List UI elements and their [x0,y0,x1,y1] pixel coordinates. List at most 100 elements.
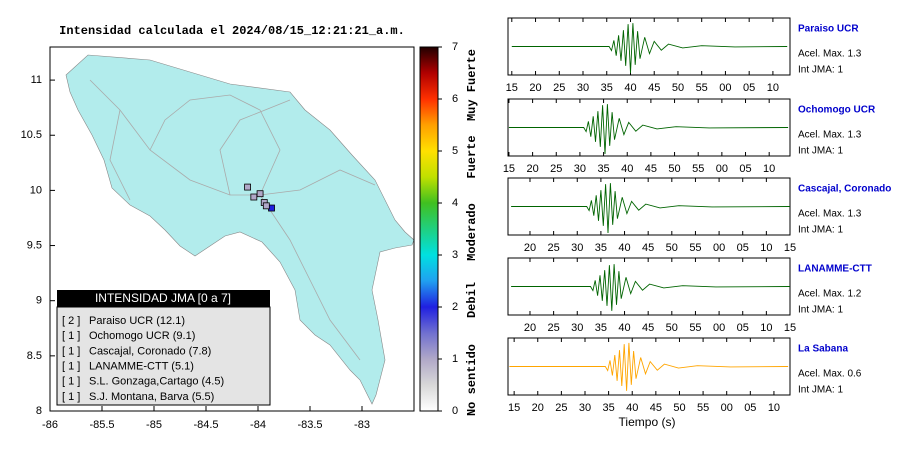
station-marker [250,193,258,201]
waveform-tick-label: 30 [571,322,583,334]
colorbar [419,46,439,412]
station-marker [256,190,264,198]
waveform-tick-label: 50 [673,402,685,414]
waveform-tick-label: 20 [529,82,541,94]
waveform-tick-label: 10 [760,242,772,254]
waveform-tick-label: 05 [744,402,756,414]
waveform-tick-label: 55 [689,242,701,254]
waveform-tick-label: 20 [524,242,536,254]
legend-intensity: [ 1 ] [62,361,80,373]
waveform-tick-label: 15 [508,402,520,414]
waveform-tick-label: 10 [763,163,775,175]
waveform-tick-label: 25 [547,322,559,334]
accel-max: Acel. Max. 0.6 [798,369,862,380]
station-name: Cascajal, Coronado [798,184,891,195]
x-tick-label: -85.5 [89,419,114,431]
accel-max: Acel. Max. 1.3 [798,130,862,141]
waveform-tick-label: 05 [743,82,755,94]
waveform-tick-label: 00 [721,402,733,414]
waveform-tick-label: 20 [532,402,544,414]
y-tick-label: 8.5 [27,350,42,362]
colorbar-tick-label: 4 [452,197,458,209]
legend-title-bar [57,290,270,307]
waveform-tick-label: 45 [642,322,654,334]
station-name: Paraiso UCR [798,24,859,35]
waveform-trace [508,104,789,155]
accel-max: Acel. Max. 1.3 [798,209,862,220]
map-title: Intensidad calculada el 2024/08/15_12:21… [59,24,405,38]
waveform-tick-label: 05 [737,322,749,334]
legend-station: Ochomogo UCR (9.1) [89,330,195,342]
y-tick-label: 11 [31,74,42,86]
colorbar-tick-label: 7 [452,41,458,53]
intensity-class: Debil [465,282,479,318]
waveform-tick-label: 15 [506,82,518,94]
costa-rica-land [65,54,415,405]
intensity-class: Fuerte [465,135,479,178]
waveform-tick-label: 10 [768,402,780,414]
waveform-tick-label: 30 [577,82,589,94]
map-frame [49,46,415,412]
legend: INTENSIDAD JMA [0 a 7] [ 2 ] Paraiso UCR … [56,290,271,406]
waveform-tick-label: 50 [666,322,678,334]
waveform-tick-label: 15 [503,163,515,175]
waveform-tick-label: 30 [574,163,586,175]
waveform-tick-label: 35 [602,402,614,414]
x-tick-label: -83 [354,419,370,431]
colorbar-tick-label: 2 [452,301,458,313]
x-tick-label: -83.5 [297,419,322,431]
waveform-tick-label: 45 [645,163,657,175]
waveform-tick-label: 30 [579,402,591,414]
waveform-tick-label: 10 [760,322,772,334]
colorbar-tick-label: 1 [452,353,458,365]
waveform-tick-label: 40 [624,82,636,94]
waveform-tick-label: 45 [648,82,660,94]
waveform-tick-label: 40 [618,242,630,254]
int-jma: Int JMA: 1 [798,225,843,236]
legend-station: S.J. Montana, Barva (5.5) [89,391,214,403]
int-jma: Int JMA: 1 [798,146,843,157]
waveform-tick-label: 45 [650,402,662,414]
waveform-trace [509,342,789,391]
colorbar-tick-label: 5 [452,145,458,157]
colorbar-tick-label: 6 [452,93,458,105]
waveform-tick-label: 55 [689,322,701,334]
waveform-tick-label: 50 [666,242,678,254]
legend-intensity: [ 1 ] [62,330,80,342]
legend-intensity: [ 1 ] [62,376,80,388]
waveform-tick-label: 25 [553,82,565,94]
y-tick-label: 8 [36,405,42,417]
waveform-tick-label: 45 [642,242,654,254]
legend-station: S.L. Gonzaga,Cartago (4.5) [89,376,224,388]
waveform-tick-label: 35 [595,242,607,254]
legend-intensity: [ 1 ] [62,345,80,357]
waveform-tick-label: 50 [668,163,680,175]
intensity-class: No sentido [465,344,479,416]
waveform-tick-label: 00 [713,322,725,334]
y-tick-label: 9.5 [27,239,42,251]
waveform-tick-label: 25 [555,402,567,414]
waveform-tick-label: 40 [626,402,638,414]
int-jma: Int JMA: 1 [798,305,843,316]
colorbar-tick-label: 3 [452,249,458,261]
y-tick-label: 10 [30,184,42,196]
waveform-tick-label: 55 [692,163,704,175]
accel-max: Acel. Max. 1.2 [798,289,862,300]
x-tick-label: -85 [146,419,162,431]
waveform-tick-label: 50 [672,82,684,94]
legend-station: Cascajal, Coronado (7.8) [89,345,211,357]
waveform-tick-label: 25 [547,242,559,254]
accel-max: Acel. Max. 1.3 [798,49,862,60]
waveform-tick-label: 40 [618,322,630,334]
waveform-tick-label: 00 [713,242,725,254]
waveform-tick-label: 35 [597,163,609,175]
legend-box [56,306,271,406]
x-tick-label: -84.5 [193,419,218,431]
station-marker [262,202,270,210]
waveform-tick-label: 25 [550,163,562,175]
waveform-tick-label: 35 [595,322,607,334]
waveform-tick-label: 55 [696,82,708,94]
x-tick-label: -86 [42,419,58,431]
waveform-tick-label: 20 [526,163,538,175]
waveform-tick-label: 15 [784,322,796,334]
